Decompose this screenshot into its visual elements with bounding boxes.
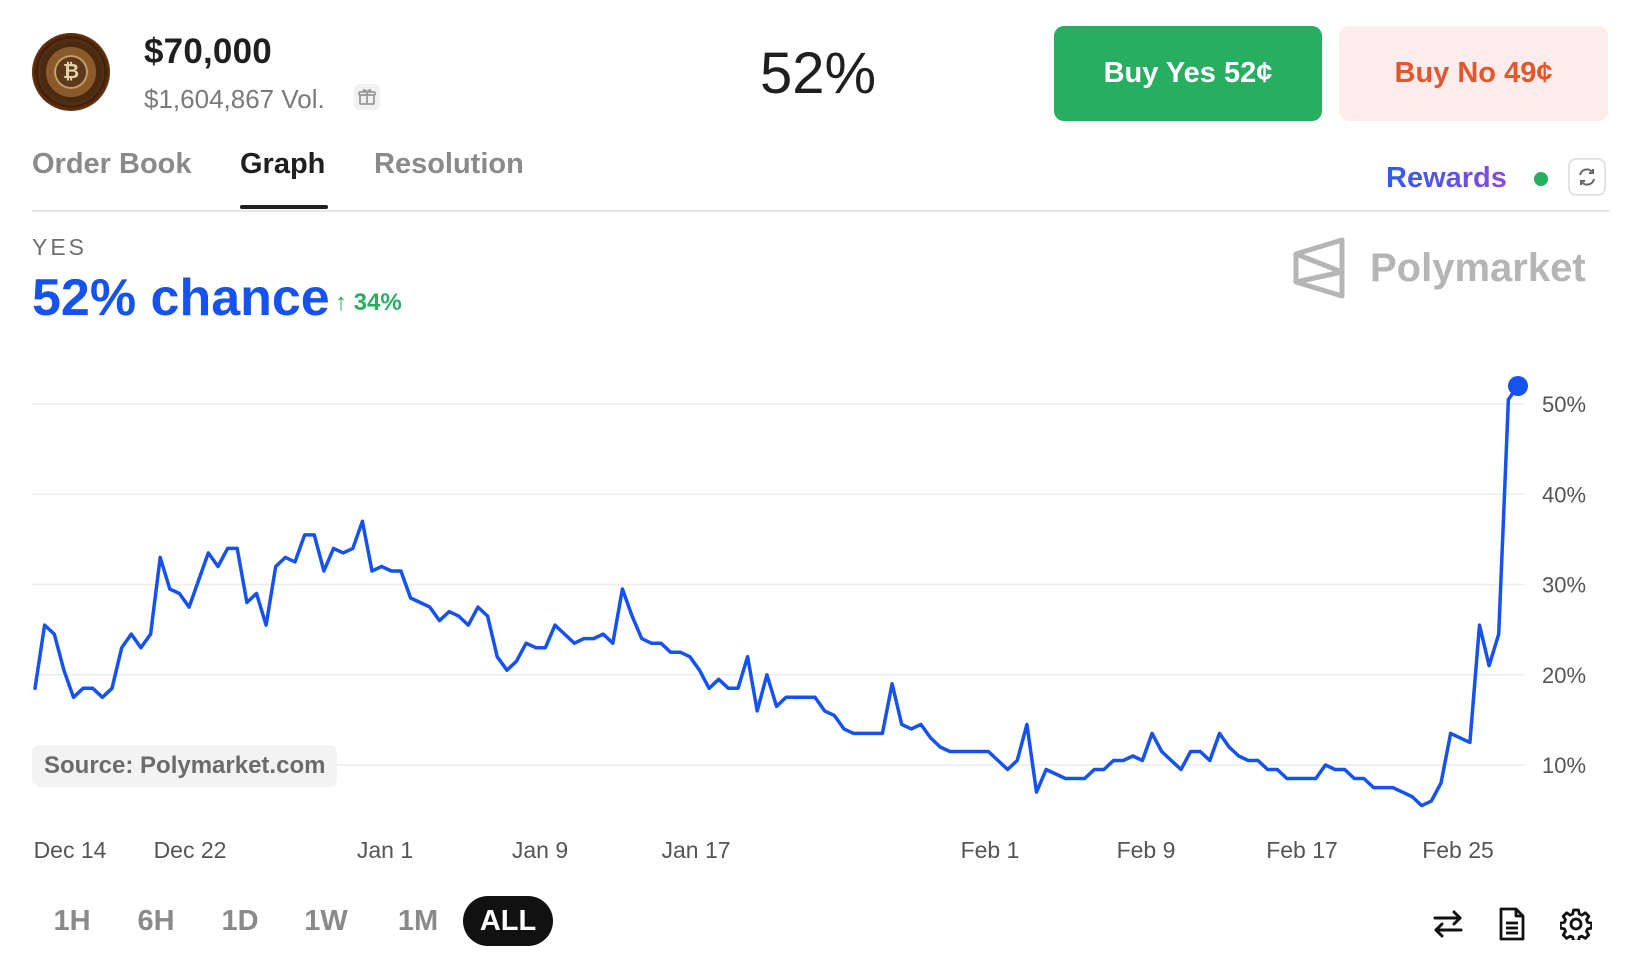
active-tab-indicator (240, 205, 328, 209)
range-1d[interactable]: 1D (221, 904, 259, 937)
market-volume: $1,604,867 Vol. (144, 84, 325, 114)
series-line (33, 384, 1520, 808)
tab-order-book[interactable]: Order Book (32, 148, 192, 180)
gear-icon[interactable] (1558, 906, 1594, 942)
rewards-link[interactable]: Rewards (1386, 162, 1507, 194)
tab-resolution[interactable]: Resolution (374, 148, 524, 180)
brand-name: Polymarket (1370, 245, 1586, 290)
source-label: Source: Polymarket.com (32, 745, 338, 787)
range-1m[interactable]: 1M (397, 904, 439, 937)
x-tick-label: Dec 14 (34, 837, 107, 863)
outcome-label: YES (32, 234, 88, 260)
range-1w[interactable]: 1W (304, 904, 348, 937)
polymarket-logo-icon (1293, 237, 1345, 299)
y-tick-label: 10% (1542, 753, 1586, 778)
polymarket-logo: Polymarket (1292, 236, 1586, 300)
tabs-divider (32, 210, 1610, 212)
y-tick-label: 30% (1542, 573, 1586, 598)
gift-icon[interactable] (354, 84, 380, 110)
tab-graph[interactable]: Graph (240, 148, 326, 180)
buy-no-button[interactable]: Buy No 49¢ (1339, 26, 1608, 121)
market-title: $70,000 (144, 32, 272, 71)
refresh-icon[interactable] (1568, 158, 1606, 196)
market-avatar: ₿ (32, 33, 110, 111)
x-tick-label: Jan 17 (661, 837, 730, 863)
document-icon[interactable] (1494, 906, 1530, 942)
bitcoin-icon: ₿ (56, 57, 86, 87)
y-tick-label: 40% (1542, 482, 1586, 507)
outcome-change: ↑ 34% (335, 289, 402, 317)
x-tick-label: Feb 9 (1117, 837, 1176, 863)
range-6h[interactable]: 6H (137, 904, 175, 937)
range-1h[interactable]: 1H (53, 904, 91, 937)
x-tick-label: Feb 17 (1266, 837, 1338, 863)
x-tick-label: Jan 9 (512, 837, 568, 863)
swap-icon[interactable] (1430, 906, 1466, 942)
x-tick-label: Feb 25 (1422, 837, 1494, 863)
market-percent: 52% (760, 41, 877, 106)
outcome-chance: 52% chance (32, 269, 330, 327)
x-tick-label: Feb 1 (961, 837, 1020, 863)
price-chart[interactable]: 10% 20% 30% 40% 50% Dec 14 Dec 22 Jan 1 Jan 9 Jan… (0, 360, 1640, 880)
x-tick-label: Jan 1 (357, 837, 413, 863)
arrow-up-icon: ↑ (335, 289, 347, 316)
y-tick-label: 20% (1542, 663, 1586, 688)
current-point-marker (1508, 375, 1528, 396)
range-all[interactable]: ALL (463, 896, 553, 946)
rewards-status-dot (1534, 172, 1548, 186)
outcome-change-value: 34% (353, 289, 402, 316)
buy-yes-button[interactable]: Buy Yes 52¢ (1054, 26, 1322, 121)
y-tick-label: 50% (1542, 392, 1586, 417)
x-tick-label: Dec 22 (154, 837, 227, 863)
